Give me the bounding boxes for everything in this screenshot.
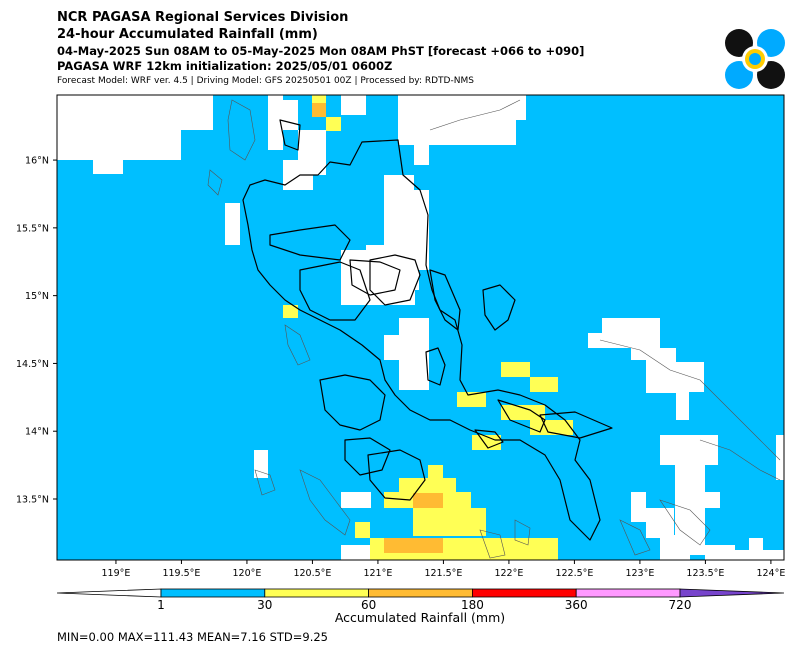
lat-tick-label: 16°N <box>25 156 49 167</box>
map-frame <box>56 94 785 561</box>
lon-tick-label: 120.5°E <box>293 568 331 579</box>
coastlines <box>242 119 613 541</box>
colorbar-tick-label: 1 <box>157 598 165 612</box>
title-line-3: 04-May-2025 Sun 08AM to 05-May-2025 Mon … <box>57 44 585 58</box>
title-line-2: 24-hour Accumulated Rainfall (mm) <box>57 27 318 42</box>
model-info: Forecast Model: WRF ver. 4.5 | Driving M… <box>57 76 474 86</box>
lat-tick-label: 15.5°N <box>16 223 49 234</box>
lon-tick-label: 122.5°E <box>555 568 593 579</box>
colorbar-segment <box>575 588 681 598</box>
colorbar-label: Accumulated Rainfall (mm) <box>335 610 505 625</box>
colorbar-max-extension <box>679 588 785 598</box>
minor-coastlines <box>207 99 781 559</box>
colorbar-tick-label: 720 <box>669 598 692 612</box>
no-rain-areas <box>57 95 784 560</box>
lat-tick-label: 14.5°N <box>16 359 49 370</box>
lon-tick-label: 123°E <box>625 568 654 579</box>
colorbar: 1 30 60 180 360 720 Accumulated Rainfall (mm) <box>56 588 785 625</box>
statistics-line: MIN=0.00 MAX=111.43 MEAN=7.16 STD=9.25 <box>57 630 328 644</box>
title-line-1: NCR PAGASA Regional Services Division <box>57 10 349 25</box>
colorbar-tick-label: 30 <box>257 598 272 612</box>
lon-tick-label: 121°E <box>363 568 392 579</box>
colorbar-tick-label: 60 <box>361 598 376 612</box>
lon-tick-label: 121.5°E <box>424 568 462 579</box>
lat-tick-label: 13.5°N <box>16 494 49 505</box>
lon-tick-label: 123.5°E <box>686 568 724 579</box>
colorbar-segment <box>264 588 369 598</box>
colorbar-segment <box>368 588 473 598</box>
lon-tick-label: 122°E <box>494 568 523 579</box>
latitude-ticks: 16°N 15.5°N 15°N 14.5°N 14°N 13.5°N <box>16 156 57 505</box>
colorbar-tick-label: 360 <box>565 598 588 612</box>
lat-tick-label: 14°N <box>25 427 49 438</box>
lon-tick-label: 124°E <box>756 568 785 579</box>
lon-tick-label: 119°E <box>102 568 131 579</box>
colorbar-min-extension <box>56 588 162 598</box>
title-line-4: PAGASA WRF 12km initialization: 2025/05/… <box>57 59 393 73</box>
longitude-ticks: 119°E 119.5°E 120°E 120.5°E 121°E 121.5°E 122°… <box>102 560 785 579</box>
lon-tick-label: 120°E <box>232 568 261 579</box>
colorbar-tick-label: 180 <box>461 598 484 612</box>
lat-tick-label: 15°N <box>25 291 49 302</box>
lon-tick-label: 119.5°E <box>162 568 200 579</box>
rain-60-180-areas <box>312 103 443 553</box>
pagasa-logo-icon <box>725 29 785 89</box>
colorbar-segment <box>160 588 266 598</box>
colorbar-segment <box>471 588 577 598</box>
